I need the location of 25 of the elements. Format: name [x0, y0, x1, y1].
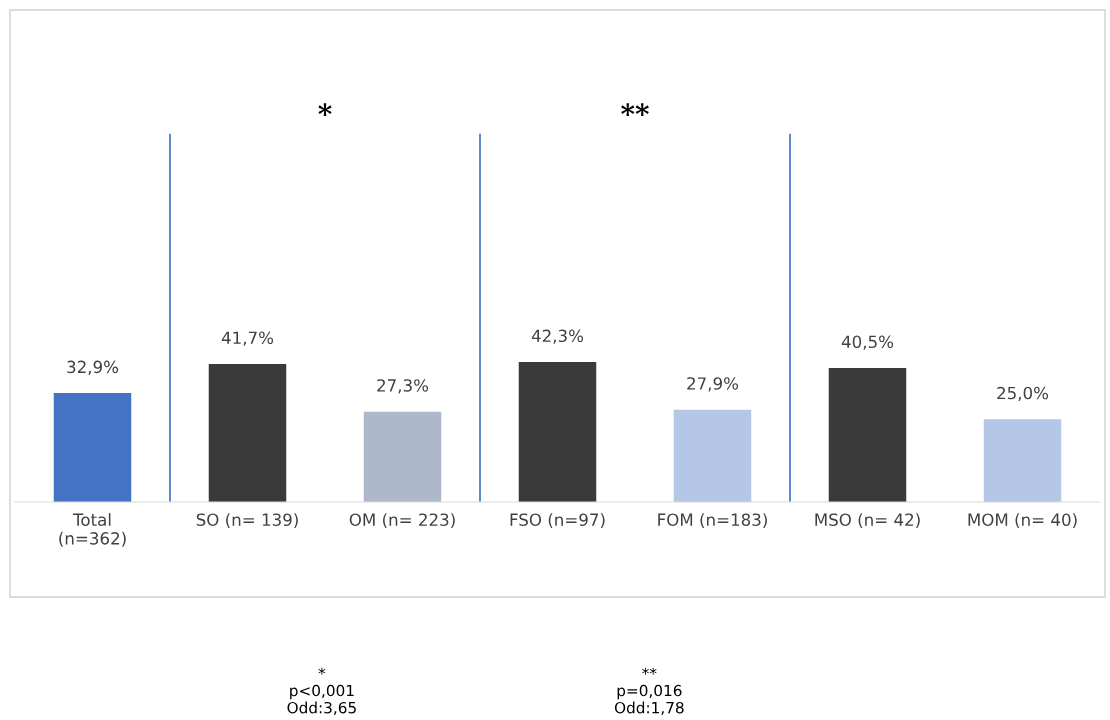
bar — [828, 367, 907, 502]
text: ** — [621, 103, 649, 117]
data-label: 32,9% — [67, 360, 119, 375]
text: * — [318, 103, 332, 117]
data-label: 27,3% — [377, 379, 429, 394]
data-label: 42,3% — [531, 329, 584, 344]
data-label: 41,7% — [221, 331, 274, 346]
data-label: 40,5% — [841, 335, 894, 350]
bar — [983, 419, 1062, 502]
x-tick-label: Total (n=362) — [59, 513, 126, 547]
bar — [53, 393, 132, 502]
x-tick-label: FSO (n=97) — [510, 513, 605, 528]
x-tick-label: MSO (n= 42) — [815, 513, 920, 528]
bar — [208, 363, 287, 502]
x-tick-label: FOM (n=183) — [658, 513, 767, 528]
bar — [518, 362, 597, 502]
bar — [673, 409, 752, 502]
x-tick-label: MOM (n= 40) — [968, 513, 1077, 528]
text: * p<0,001 Odd:3,65 — [287, 667, 356, 715]
text: ** p=0,016 Odd:1,78 — [614, 667, 684, 715]
data-label: 25,0% — [997, 386, 1049, 402]
x-tick-label: OM (n= 223) — [349, 513, 455, 528]
x-tick-label: SO (n= 139) — [196, 513, 298, 528]
data-label: 27,9% — [687, 377, 739, 392]
bar — [363, 411, 442, 502]
